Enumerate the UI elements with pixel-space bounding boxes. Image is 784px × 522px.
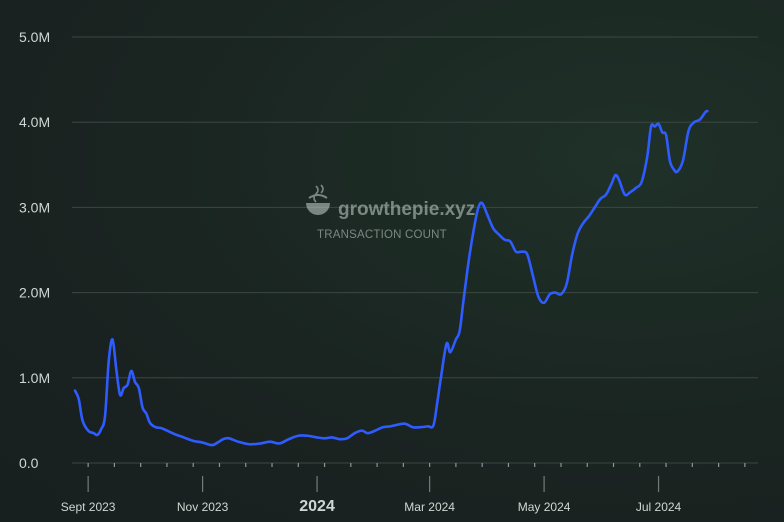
y-tick-label: 5.0M <box>19 29 50 45</box>
y-tick-label: 3.0M <box>19 199 50 215</box>
x-axis: Sept 2023 Nov 2023 2024 Mar 2024 May 2024 Jul… <box>61 463 746 515</box>
x-tick-label: Jul 2024 <box>636 500 682 514</box>
pie-logo-icon <box>306 184 330 215</box>
x-tick-label: 2024 <box>299 498 335 515</box>
grid-lines <box>72 36 758 464</box>
y-tick-label: 0.0 <box>19 455 39 471</box>
y-axis-ticks: 0.0 1.0M 2.0M 3.0M 4.0M 5.0M <box>19 29 50 471</box>
y-tick-label: 1.0M <box>19 370 50 386</box>
y-tick-label: 4.0M <box>19 114 50 130</box>
watermark-brand: growthepie.xyz <box>338 199 475 220</box>
x-tick-label: May 2024 <box>518 500 571 514</box>
x-tick-label: Mar 2024 <box>404 500 455 514</box>
watermark: growthepie.xyz TRANSACTION COUNT <box>306 184 475 241</box>
series-line <box>73 109 709 447</box>
y-tick-label: 2.0M <box>19 285 50 301</box>
x-tick-label: Nov 2023 <box>177 500 229 514</box>
watermark-subtitle: TRANSACTION COUNT <box>317 229 447 241</box>
x-tick-label: Sept 2023 <box>61 500 116 514</box>
